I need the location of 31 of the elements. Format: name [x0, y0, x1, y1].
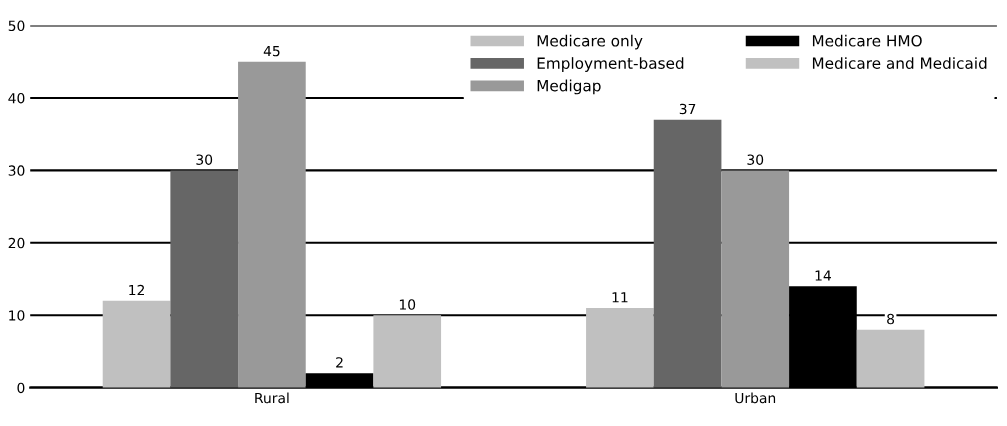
bar [373, 315, 442, 388]
data-label: 37 [679, 103, 696, 115]
legend-label: Medicare HMO [812, 34, 922, 47]
bar [238, 61, 306, 388]
data-label: 30 [196, 154, 213, 165]
bar [721, 170, 790, 388]
legend-label: Medicare and Medicaid [812, 57, 987, 69]
y-tick-label: 10 [9, 310, 25, 321]
data-label: 12 [129, 284, 144, 296]
x-tick-label: Urban [735, 392, 776, 404]
bar [856, 329, 925, 388]
y-tick-label: 30 [8, 165, 25, 176]
x-tick-label: Rural [255, 392, 289, 404]
legend-label: Medicare only [537, 34, 643, 50]
bar [653, 119, 722, 388]
data-label: 8 [887, 313, 895, 325]
data-label: 11 [612, 292, 628, 303]
bar [586, 308, 654, 388]
legend-label: Medigap [537, 79, 601, 95]
y-tick-label: 0 [17, 382, 25, 394]
data-label: 45 [263, 45, 280, 57]
y-tick-label: 20 [8, 237, 25, 249]
data-label: 14 [815, 270, 831, 281]
data-label: 2 [336, 357, 343, 368]
data-label: 30 [747, 154, 764, 165]
data-label: 10 [399, 299, 416, 310]
legend-label: Employment-based [537, 57, 684, 72]
y-tick-label: 40 [8, 92, 25, 104]
y-tick-label: 50 [8, 20, 25, 32]
bar [102, 300, 171, 388]
bar [170, 170, 239, 388]
